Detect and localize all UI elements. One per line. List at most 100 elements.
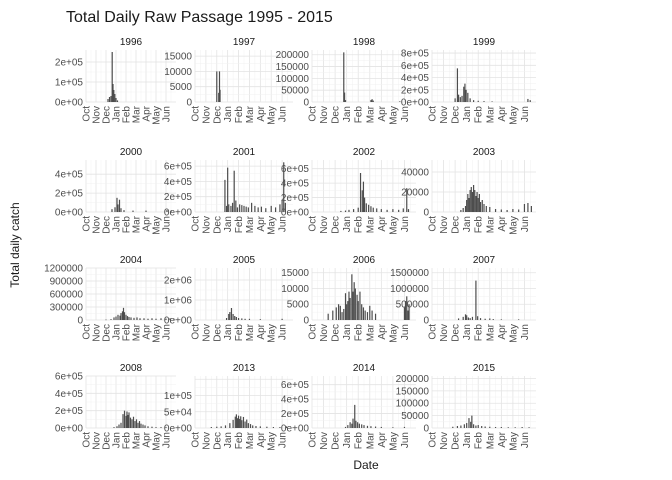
x-tick-label: Dec [212,324,223,342]
bar [224,179,226,212]
x-tick-label: Apr [142,431,153,447]
bar [407,209,410,212]
y-tick-label: 0 [423,316,429,327]
bar [481,200,483,212]
bar [372,207,374,212]
bar [344,210,347,212]
y-tick-label: 0 [303,98,309,109]
x-tick-label: Jun [162,324,173,340]
facet-strip-label: 2000 [120,147,143,158]
bar [272,427,274,428]
bar [507,427,509,428]
y-tick-label: 50000 [401,411,429,422]
bar [136,317,138,320]
bar [361,190,363,212]
bar [479,318,482,320]
bar [121,311,124,320]
y-tick-label: 1200000 [44,264,83,275]
bar [165,318,167,320]
bar [155,427,157,428]
bar [489,318,491,320]
x-tick-label: May [152,324,163,343]
facet-strip-label: 2003 [473,147,496,158]
bar [173,318,175,320]
bar [266,426,268,428]
x-tick-label: Feb [474,432,485,450]
bar [244,318,246,320]
bar [353,209,355,212]
x-tick-label: Nov [439,324,450,342]
x-tick-label: Dec [102,432,113,450]
x-tick-label: Jan [462,106,473,122]
x-tick-label: Mar [132,215,143,233]
bar [108,97,111,102]
x-tick-label: Dec [102,324,113,342]
bar [335,307,337,320]
bar [129,417,132,428]
x-tick-label: Feb [354,432,365,450]
bar [518,319,520,320]
bar [370,206,372,212]
bar [160,427,162,428]
bar [386,209,388,212]
bar [132,416,135,428]
bar [475,280,477,320]
x-tick-label: Jun [520,216,531,232]
bar [358,423,360,428]
bar [225,318,228,320]
x-tick-label: Jun [520,324,531,340]
x-tick-label: Dec [331,216,342,234]
bar [216,426,218,428]
bar [477,198,479,212]
bar [475,425,477,428]
x-tick-label: Apr [497,323,508,339]
bar [380,426,382,428]
bar [359,173,362,212]
bar [374,426,377,428]
x-tick-label: Jun [400,216,411,232]
bar [466,423,468,428]
bar [368,204,370,212]
bar [241,205,243,212]
bar [234,416,236,428]
bar [452,426,454,428]
facet-strip-label: 2002 [353,147,376,158]
bar [344,293,347,320]
bar [464,83,466,102]
bar [134,421,136,428]
y-tick-label: 15000 [164,52,192,63]
bar [116,100,119,102]
bar [283,162,285,212]
bar [506,210,508,212]
facet-strip-label: 2014 [353,363,376,374]
x-tick-label: Feb [234,216,245,234]
x-tick-label: Apr [497,431,508,447]
y-tick-label: 2e+05 [164,192,193,203]
bar [237,415,240,428]
bar [467,92,469,102]
x-tick-label: Jan [223,432,234,448]
bar [242,416,245,428]
y-tick-label: 10000 [281,284,309,295]
bar [462,208,464,212]
bar [463,86,465,102]
bar [467,317,469,320]
x-tick-label: Feb [354,216,365,234]
bar [239,204,241,212]
x-tick-label: Nov [439,106,450,124]
y-tick-label: 600000 [50,290,84,301]
x-tick-label: Feb [234,106,245,124]
y-tick-label: 4e+05 [55,389,84,400]
bar [366,312,369,320]
bar [530,206,532,212]
bar [247,207,249,212]
y-tick-label: 300000 [50,303,84,314]
bar [281,200,283,212]
x-tick-label: Nov [92,106,103,124]
x-tick-label: Feb [122,432,133,450]
x-tick-label: Nov [319,216,330,234]
x-tick-label: Dec [102,216,113,234]
x-tick-label: Jan [223,324,234,340]
x-tick-label: Oct [191,106,202,122]
